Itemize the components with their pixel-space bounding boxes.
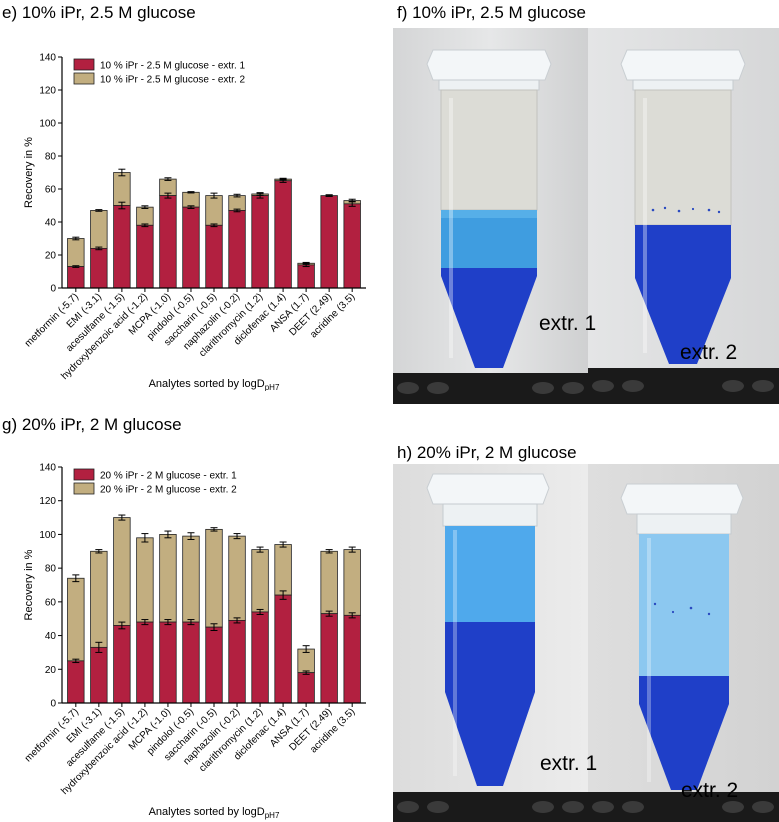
y-tick-label: 60 — [45, 597, 57, 608]
bar-extr1 — [251, 195, 269, 289]
bar-extr1 — [113, 625, 131, 704]
bar-extr2 — [159, 534, 177, 623]
bar-extr1 — [320, 613, 338, 704]
bar-extr2 — [182, 535, 200, 623]
bar-extr1 — [228, 210, 246, 289]
tube-extr2-f — [620, 49, 746, 364]
y-tick-label: 40 — [45, 631, 57, 642]
y-tick-label: 140 — [39, 463, 56, 474]
bar-extr2 — [343, 549, 361, 616]
bar-extr2 — [113, 517, 131, 626]
bar-extr1 — [205, 626, 223, 704]
bar-extr1 — [182, 621, 200, 704]
photo-h-label-extr2: extr. 2 — [681, 779, 739, 802]
legend-label: 10 % iPr - 2.5 M glucose - extr. 1 — [100, 61, 245, 72]
bar-extr2 — [228, 195, 246, 211]
bar-extr1 — [136, 621, 154, 704]
y-tick-label: 140 — [39, 53, 56, 64]
bar-extr2 — [205, 528, 223, 628]
bar-extr2 — [113, 172, 131, 206]
bar-extr1 — [67, 660, 85, 704]
legend-swatch — [73, 468, 95, 481]
x-axis-label: Analytes sorted by logDpH7 — [149, 378, 280, 391]
panel-h-title: h) 20% iPr, 2 M glucose — [397, 443, 577, 462]
bar-extr2 — [320, 550, 338, 615]
y-tick-label: 80 — [45, 152, 57, 163]
bar-extr1 — [274, 180, 292, 289]
photo-tubes-f — [393, 28, 779, 404]
bar-extr1 — [205, 224, 223, 289]
bar-extr2 — [67, 577, 85, 662]
bar-extr2 — [182, 191, 200, 208]
bar-extr1 — [90, 247, 108, 289]
bar-extr1 — [182, 206, 200, 289]
legend-label: 20 % iPr - 2 M glucose - extr. 1 — [100, 471, 237, 482]
y-tick-label: 20 — [45, 251, 57, 262]
bar-extr1 — [159, 621, 177, 704]
tube-extr1-f — [426, 49, 552, 368]
y-tick-label: 0 — [50, 284, 56, 295]
legend: 20 % iPr - 2 M glucose - extr. 1 20 % iPr… — [73, 468, 237, 496]
legend-swatch — [73, 72, 95, 85]
bar-extr1 — [228, 619, 246, 704]
bar-extr1 — [297, 264, 315, 289]
y-tick-label: 120 — [39, 496, 56, 507]
y-tick-label: 60 — [45, 185, 57, 196]
bar-extr1 — [136, 224, 154, 289]
bar-extr2 — [67, 238, 85, 267]
bar-extr1 — [251, 611, 269, 704]
bar-extr1 — [90, 646, 108, 704]
y-axis-label: Recovery in % — [23, 549, 35, 620]
bar-extr2 — [205, 195, 223, 226]
legend-swatch — [73, 58, 95, 71]
bar-extr2 — [136, 537, 154, 623]
bar-extr2 — [274, 544, 292, 596]
panel-f-title: f) 10% iPr, 2.5 M glucose — [397, 3, 586, 22]
panel-g-title: g) 20% iPr, 2 M glucose — [2, 415, 182, 434]
photo-f-label-extr1: extr. 1 — [539, 312, 597, 335]
y-axis-label: Recovery in % — [23, 137, 35, 208]
y-tick-label: 100 — [39, 530, 56, 541]
bar-extr2 — [251, 549, 269, 613]
photo-tubes-h — [393, 464, 779, 822]
y-tick-label: 120 — [39, 86, 56, 97]
photo-f-label-extr2: extr. 2 — [680, 341, 738, 364]
y-tick-label: 100 — [39, 119, 56, 130]
bar-extr1 — [159, 195, 177, 289]
y-tick-label: 0 — [50, 699, 56, 710]
bar-extr1 — [274, 594, 292, 704]
tube-extr1-h — [426, 473, 550, 786]
x-axis-label: Analytes sorted by logDpH7 — [149, 806, 280, 820]
legend-swatch — [73, 482, 95, 495]
bar-extr2 — [90, 210, 108, 249]
legend: 10 % iPr - 2.5 M glucose - extr. 1 10 % i… — [73, 58, 245, 86]
tube-extr2-h — [620, 483, 744, 790]
bar-extr1 — [343, 203, 361, 289]
legend-label: 20 % iPr - 2 M glucose - extr. 2 — [100, 485, 237, 496]
bar-extr2 — [90, 550, 108, 648]
bar-extr1 — [67, 266, 85, 289]
bar-extr1 — [113, 205, 131, 289]
bar-extr1 — [343, 614, 361, 704]
bar-extr2 — [136, 206, 154, 226]
bar-extr1 — [320, 195, 338, 289]
bar-extr2 — [228, 535, 246, 621]
panel-e-title: e) 10% iPr, 2.5 M glucose — [2, 3, 196, 22]
y-tick-label: 40 — [45, 218, 57, 229]
y-tick-label: 20 — [45, 665, 57, 676]
y-tick-label: 80 — [45, 564, 57, 575]
photo-h-label-extr1: extr. 1 — [540, 752, 598, 775]
legend-label: 10 % iPr - 2.5 M glucose - extr. 2 — [100, 75, 245, 86]
bar-extr1 — [297, 672, 315, 704]
